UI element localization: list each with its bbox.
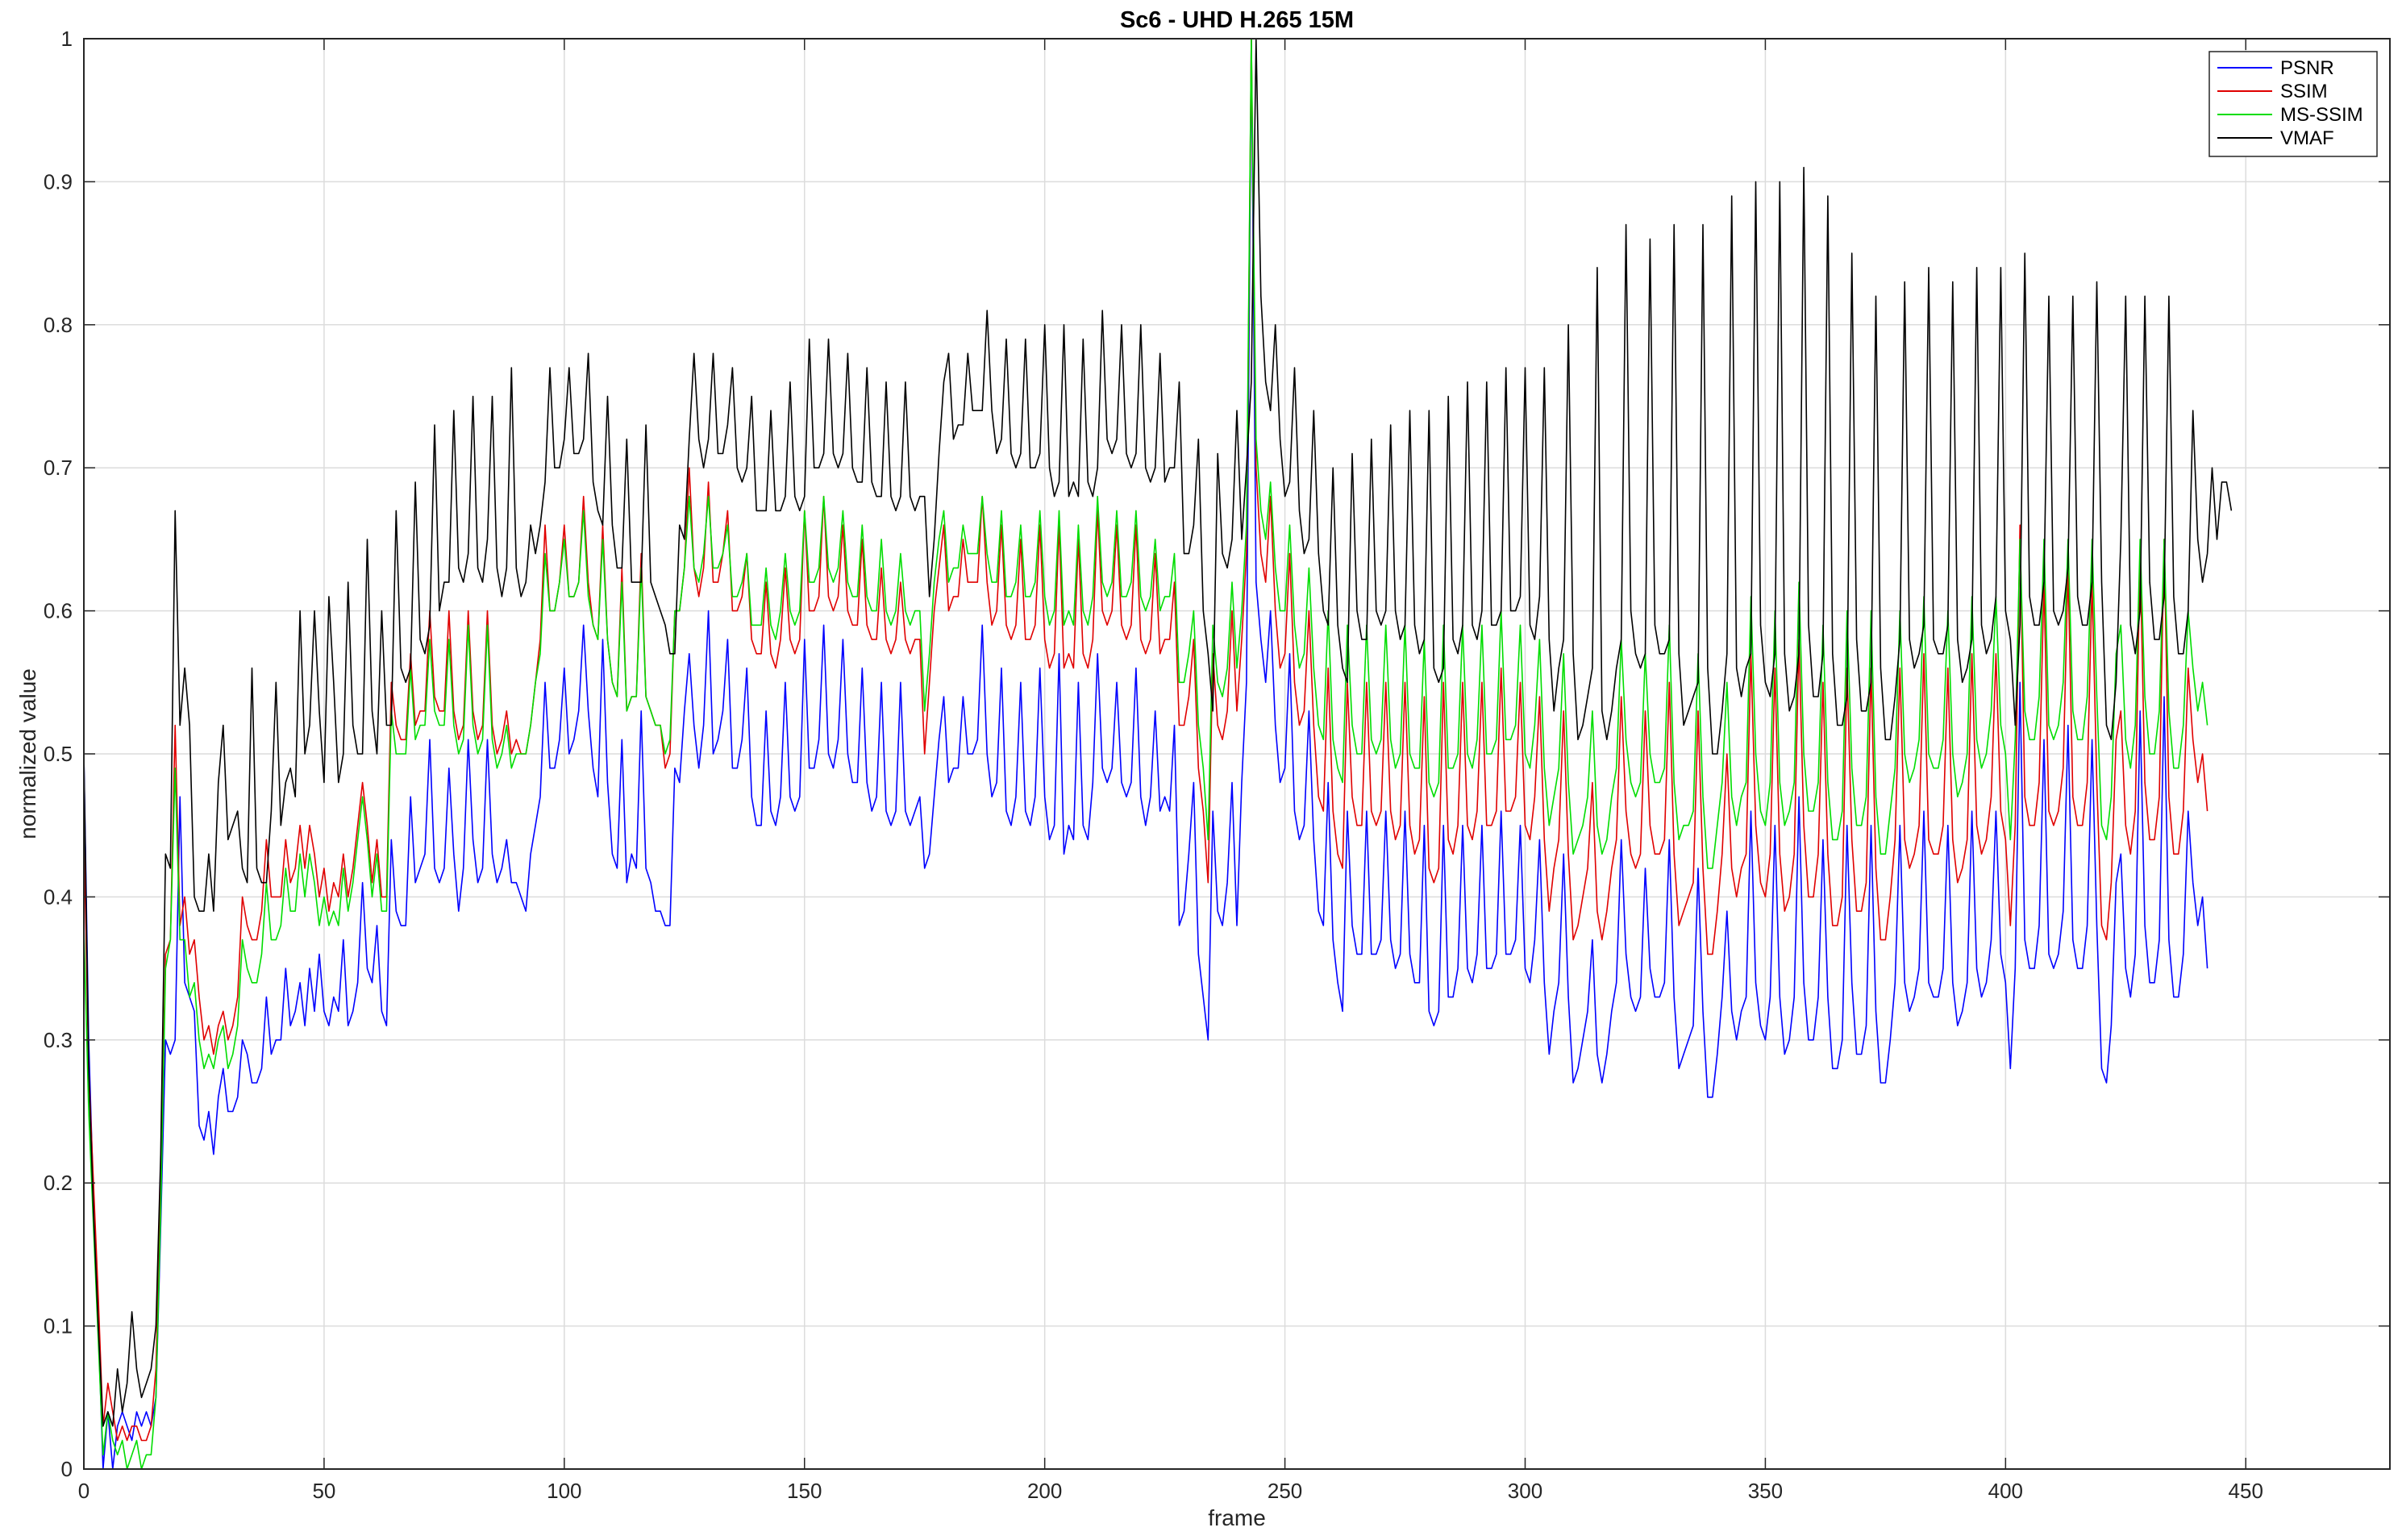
y-tick-label: 0.3: [44, 1028, 73, 1052]
y-tick-label: 1: [61, 27, 73, 51]
y-tick-label: 0.7: [44, 456, 73, 480]
x-tick-label: 0: [78, 1479, 90, 1503]
series-line-psnr: [83, 38, 2208, 1470]
x-tick-label: 300: [1508, 1479, 1542, 1503]
y-tick-label: 0.5: [44, 742, 73, 766]
y-tick-label: 0.8: [44, 313, 73, 337]
y-tick-label: 0.9: [44, 169, 73, 194]
legend-box: [2208, 51, 2378, 157]
y-tick-label: 0: [61, 1457, 73, 1481]
legend-entry: MS-SSIM: [2280, 104, 2363, 126]
x-axis-label: frame: [1208, 1505, 1266, 1530]
y-axis-label: normalized value: [15, 668, 40, 839]
series-line-vmaf: [83, 38, 2233, 1427]
x-tick-label: 400: [1988, 1479, 2023, 1503]
x-tick-label: 150: [787, 1479, 822, 1503]
x-tick-label: 250: [1268, 1479, 1302, 1503]
x-tick-label: 450: [2229, 1479, 2263, 1503]
y-tick-label: 0.4: [44, 884, 73, 909]
y-tick-label: 0.2: [44, 1171, 73, 1195]
x-tick-label: 200: [1027, 1479, 1062, 1503]
series-line-ms-ssim: [83, 38, 2208, 1470]
legend-entry: SSIM: [2280, 81, 2328, 102]
series-layer: [83, 38, 2233, 1470]
x-tick-label: 100: [547, 1479, 581, 1503]
x-tick-label: 350: [1748, 1479, 1783, 1503]
tick-labels: 0 50 100 150 200 250 300 350 400 450 0 0.1 0.2 0.3 0.4…: [44, 27, 2263, 1503]
ticks: [83, 38, 2390, 1470]
y-tick-label: 0.1: [44, 1314, 73, 1338]
y-tick-label: 0.6: [44, 599, 73, 623]
series-line-ssim: [83, 38, 2208, 1442]
chart-title: Sc6 - UHD H.265 15M: [1120, 7, 1354, 33]
x-tick-label: 50: [312, 1479, 335, 1503]
legend-entry: VMAF: [2280, 127, 2334, 149]
legend-entry: PSNR: [2280, 57, 2334, 79]
